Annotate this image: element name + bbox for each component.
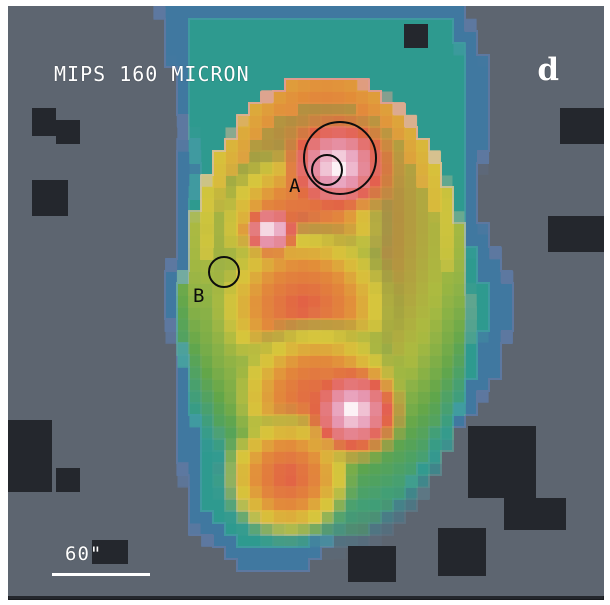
source-label-b: B (193, 285, 205, 307)
image-title: MIPS 160 MICRON (54, 62, 250, 86)
dark-pixel-blocks (8, 24, 604, 582)
scale-bar-label: 60" (65, 543, 103, 565)
panel-letter: d (537, 52, 559, 88)
source-b-circle (208, 256, 240, 288)
source-a-large-circle (303, 121, 377, 195)
scale-bar (52, 573, 150, 576)
image-frame: MIPS 160 MICRON d A B 60" (8, 6, 604, 600)
source-label-a: A (289, 175, 301, 197)
mips-160-micron-map (8, 6, 604, 600)
source-a-small-circle (311, 154, 343, 186)
